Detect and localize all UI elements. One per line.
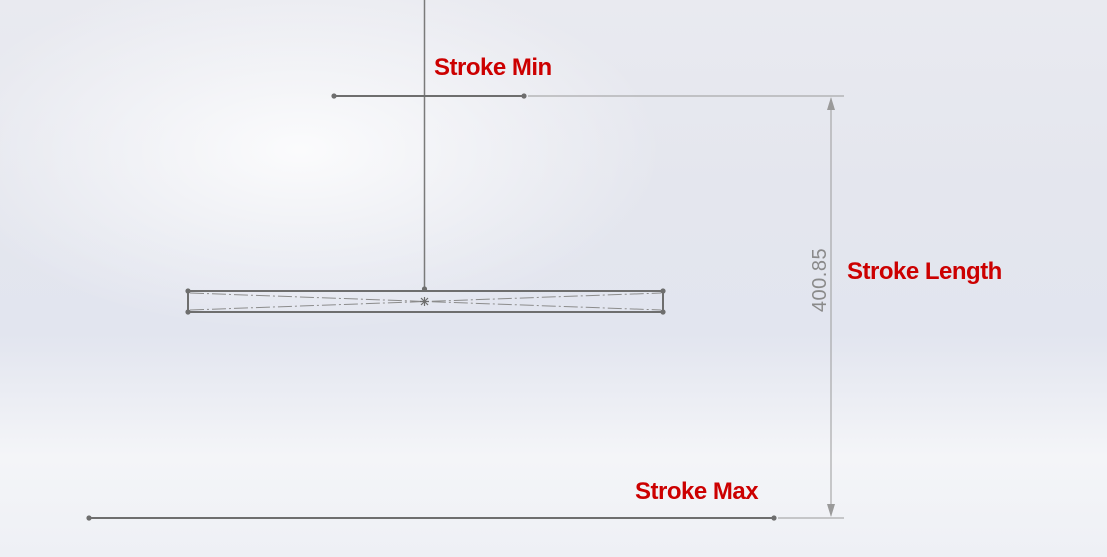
stroke-length-label: Stroke Length (847, 258, 1002, 285)
plate-rectangle[interactable] (187, 290, 664, 313)
stroke-min-end-point[interactable] (521, 93, 527, 99)
diagonal-construction-line (189, 292, 662, 311)
plate-corner-point[interactable] (185, 309, 191, 315)
center-point-icon[interactable] (420, 297, 429, 306)
plate-corner-point[interactable] (660, 288, 666, 294)
stroke-min-start-point[interactable] (331, 93, 337, 99)
dimension-value-text[interactable]: 400.85 (809, 247, 831, 313)
plate-corner-point[interactable] (660, 309, 666, 315)
diagonal-construction-line (189, 292, 662, 311)
construction-lines (189, 292, 662, 311)
stroke-max-end-point[interactable] (771, 515, 777, 521)
stroke-min-label: Stroke Min (434, 54, 552, 81)
dimension-arrow-down-icon (827, 504, 835, 517)
dimension-arrow-up-icon (827, 97, 835, 110)
stroke-max-start-point[interactable] (86, 515, 92, 521)
stroke-max-label: Stroke Max (635, 478, 759, 505)
plate-corner-point[interactable] (185, 288, 191, 294)
